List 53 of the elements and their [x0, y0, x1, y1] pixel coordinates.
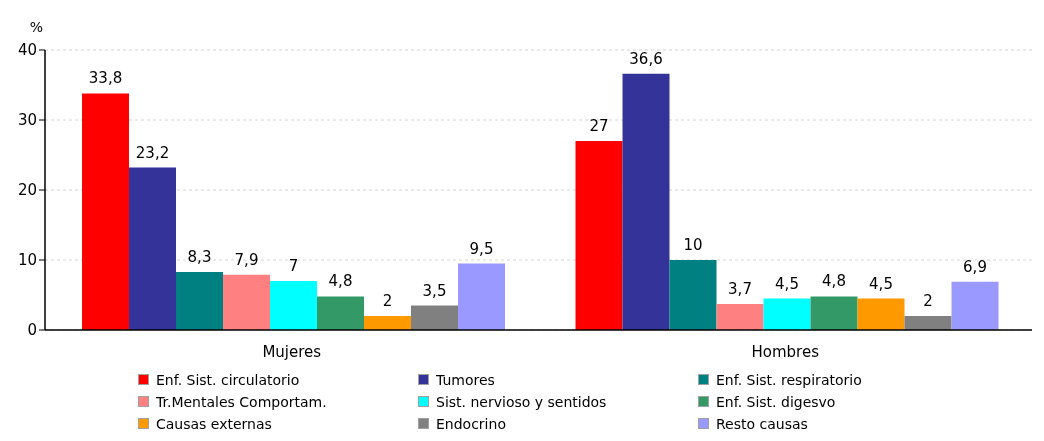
- data-label: 36,6: [629, 49, 663, 68]
- y-axis-title: %: [29, 19, 44, 35]
- data-label: 7,9: [234, 250, 259, 269]
- bar: [223, 274, 271, 330]
- bar: [951, 281, 999, 330]
- legend-label: Enf. Sist. circulatorio: [156, 371, 300, 388]
- bar: [364, 316, 412, 330]
- data-label: 3,7: [728, 280, 752, 299]
- data-label: 2: [923, 292, 933, 310]
- legend-label: Tumores: [436, 371, 495, 388]
- legend-label: Tr.Mentales Comportam.: [156, 393, 327, 410]
- bar: [904, 316, 952, 330]
- data-label: 6,9: [963, 257, 987, 276]
- bar: [575, 141, 623, 330]
- data-label: 4,5: [869, 274, 893, 293]
- data-label: 4,8: [328, 272, 353, 291]
- x-tick-label: Mujeres: [262, 342, 322, 361]
- legend-label: Resto causas: [716, 415, 808, 432]
- data-label: 27: [589, 117, 609, 135]
- bar: [716, 304, 764, 330]
- data-label: 9,5: [469, 239, 494, 258]
- bar: [810, 296, 858, 330]
- bar: [458, 263, 506, 330]
- y-tick-label: 40: [17, 41, 37, 60]
- data-label: 2: [382, 292, 393, 310]
- data-label: 33,8: [88, 69, 123, 88]
- bar: [176, 271, 224, 330]
- bar: [857, 298, 905, 330]
- data-label: 10: [683, 236, 703, 254]
- y-tick-label: 30: [17, 111, 37, 130]
- data-label: 23,2: [135, 143, 170, 162]
- y-tick-label: 10: [17, 251, 37, 270]
- data-label: 8,3: [187, 247, 212, 266]
- bar: [82, 93, 130, 330]
- y-tick-label: 20: [17, 181, 37, 200]
- legend-label: Causas externas: [156, 415, 272, 432]
- data-label: 7: [288, 257, 299, 275]
- bar: [622, 73, 670, 330]
- bar: [669, 260, 717, 330]
- bar: [270, 281, 318, 330]
- bar: [317, 296, 365, 330]
- y-tick-label: 0: [27, 321, 37, 340]
- bar: [411, 305, 459, 330]
- data-label: 4,8: [822, 272, 846, 291]
- legend-label: Enf. Sist. respiratorio: [716, 371, 862, 388]
- legend-label: Enf. Sist. digesvo: [716, 393, 836, 410]
- x-tick-label: Hombres: [751, 342, 820, 361]
- bar: [129, 167, 177, 330]
- bar: [763, 298, 811, 330]
- data-label: 3,5: [422, 281, 447, 300]
- data-label: 4,5: [775, 274, 799, 293]
- legend-label: Endocrino: [436, 415, 506, 432]
- legend-label: Sist. nervioso y sentidos: [436, 393, 607, 410]
